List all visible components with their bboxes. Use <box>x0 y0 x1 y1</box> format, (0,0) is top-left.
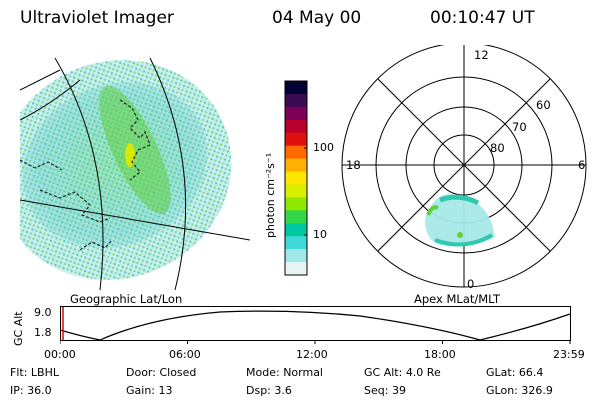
status-door: Door: Closed <box>126 366 197 379</box>
status-dsp: Dsp: 3.6 <box>246 384 292 397</box>
colorbar-tick-10: 10 <box>313 228 327 241</box>
geographic-image <box>20 57 250 290</box>
auroral-band <box>99 85 171 215</box>
geo-caption: Geographic Lat/Lon <box>70 292 183 306</box>
colorbar <box>284 80 308 276</box>
timeline-xtick-1800: 18:00 <box>424 348 456 361</box>
timeline-xtick-0000: 00:00 <box>44 348 76 361</box>
status-glat: GLat: 66.4 <box>486 366 544 379</box>
status-ip: IP: 36.0 <box>10 384 52 397</box>
colorbar-stripe <box>285 210 307 224</box>
colorbar-tick-100: 100 <box>313 141 334 154</box>
colorbar-stripe <box>285 249 307 263</box>
latitude-line <box>20 199 250 241</box>
status-glon: GLon: 326.9 <box>486 384 553 397</box>
colorbar-stripe <box>285 81 307 95</box>
mlat-60-label: 60 <box>536 98 551 112</box>
colorbar-stripe <box>285 262 307 276</box>
auroral-oval <box>425 193 495 247</box>
status-mode: Mode: Normal <box>246 366 323 379</box>
timeline-ytick-1.8: 1.8 <box>34 326 52 339</box>
colorbar-stripe <box>285 106 307 121</box>
timeline-ytick-9: 9.0 <box>34 306 52 319</box>
timeline-xtick-2359: 23:59 <box>553 348 585 361</box>
mlt-0-label: 0 <box>467 277 475 291</box>
colorbar-stripe <box>285 132 307 147</box>
coastline <box>119 99 151 181</box>
polar-plot <box>341 45 587 288</box>
mlt-18-label: 18 <box>346 158 361 172</box>
time-label: 00:10:47 UT <box>430 8 535 28</box>
status-flt: Flt: LBHL <box>10 366 59 379</box>
polar-caption: Apex MLat/MLT <box>414 292 501 306</box>
mlat-70-label: 70 <box>512 120 527 134</box>
mlt-6-label: 6 <box>578 158 586 172</box>
status-gain: Gain: 13 <box>126 384 173 397</box>
date-label: 04 May 00 <box>272 8 362 28</box>
colorbar-stripe <box>285 197 307 211</box>
colorbar-stripe <box>285 184 307 198</box>
instrument-title: Ultraviolet Imager <box>20 8 174 28</box>
timeline-xtick-0600: 06:00 <box>169 348 201 361</box>
mlt-12-label: 12 <box>474 48 489 62</box>
altitude-curve <box>60 310 571 341</box>
colorbar-unit-label: photon cm⁻²s⁻¹ <box>264 152 277 238</box>
colorbar-stripe <box>285 119 307 134</box>
timeline-ylabel: GC Alt <box>12 311 25 346</box>
timeline-xtick-1200: 12:00 <box>296 348 328 361</box>
status-seq: Seq: 39 <box>364 384 406 397</box>
colorbar-stripe <box>285 236 307 250</box>
colorbar-stripe <box>285 158 307 173</box>
longitude-line <box>54 57 104 290</box>
altitude-timeline <box>60 306 571 344</box>
colorbar-stripe <box>285 171 307 185</box>
colorbar-stripe <box>285 223 307 237</box>
colorbar-stripe <box>285 145 307 160</box>
mlat-80-label: 80 <box>490 141 505 155</box>
colorbar-stripe <box>285 93 307 108</box>
status-gc-alt: GC Alt: 4.0 Re <box>364 366 441 379</box>
